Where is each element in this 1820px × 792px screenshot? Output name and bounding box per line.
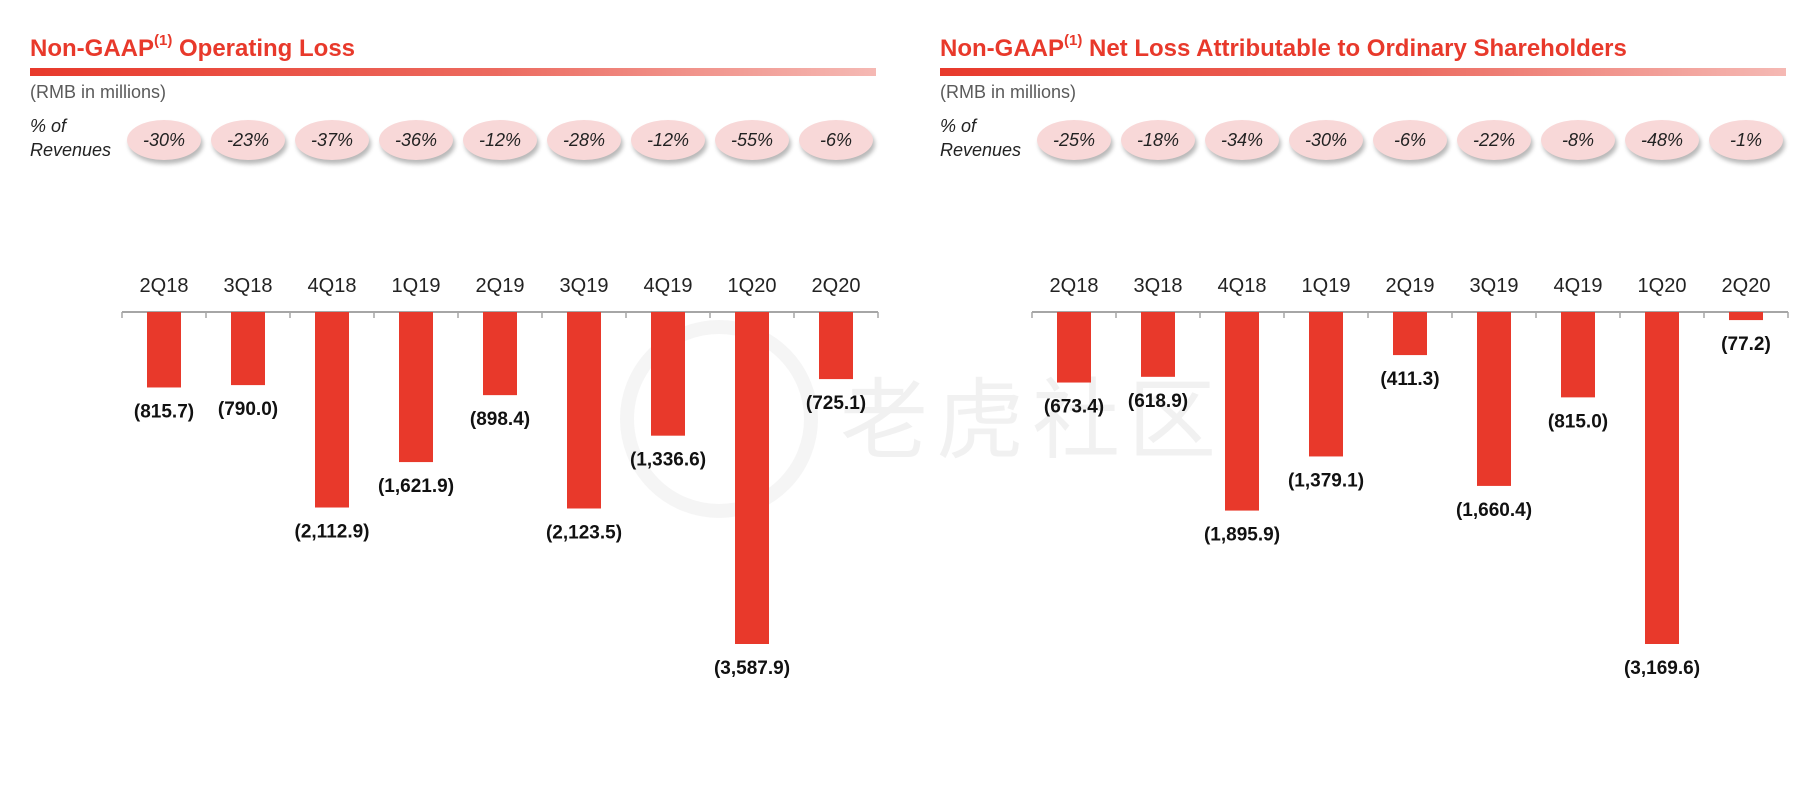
- bar: [1225, 312, 1259, 511]
- category-label: 2Q19: [1386, 275, 1435, 297]
- bar: [147, 312, 181, 388]
- value-label: (2,123.5): [546, 522, 622, 543]
- pct-of-revenue-pill: -48%: [1625, 120, 1699, 160]
- category-label: 3Q18: [224, 275, 273, 297]
- pct-of-revenue-pill: -23%: [211, 120, 285, 160]
- category-label: 1Q19: [1302, 275, 1351, 297]
- bar: [567, 312, 601, 509]
- pct-of-revenue-pill: -6%: [799, 120, 873, 160]
- category-label: 3Q19: [1470, 275, 1519, 297]
- category-label: 4Q18: [308, 275, 357, 297]
- value-label: (2,112.9): [295, 522, 370, 543]
- bar: [315, 312, 349, 508]
- pct-of-revenue-pill: -37%: [295, 120, 369, 160]
- chart-title: Non-GAAP(1) Net Loss Attributable to Ord…: [940, 32, 1627, 62]
- category-label: 2Q20: [812, 275, 861, 297]
- value-label: (618.9): [1128, 391, 1188, 412]
- value-label: (77.2): [1721, 334, 1771, 355]
- category-label: 1Q19: [392, 275, 441, 297]
- value-label: (3,587.9): [714, 658, 790, 679]
- value-label: (898.4): [470, 409, 530, 430]
- pct-of-revenue-pill: -12%: [463, 120, 537, 160]
- bar: [399, 312, 433, 463]
- pct-of-revenue-pill: -25%: [1037, 120, 1111, 160]
- category-label: 4Q19: [644, 275, 693, 297]
- value-label: (815.7): [134, 401, 194, 422]
- category-label: 3Q19: [560, 275, 609, 297]
- value-label: (673.4): [1044, 397, 1104, 418]
- bar: [1729, 312, 1763, 321]
- operating-loss-panel: Non-GAAP(1) Operating Loss (RMB in milli…: [0, 32, 910, 679]
- value-label: (1,660.4): [1456, 500, 1532, 521]
- pct-of-revenue-pill: -30%: [127, 120, 201, 160]
- value-label: (1,621.9): [378, 476, 454, 497]
- bar: [1477, 312, 1511, 486]
- category-label: 3Q18: [1134, 275, 1183, 297]
- operating-loss-bar-chart: 2Q18 (815.7) 3Q18 (790.0) 4Q18 (2,112.9) 1Q19 (…: [121, 275, 879, 679]
- pct-of-revenue-pill: -1%: [1709, 120, 1783, 160]
- category-label: 2Q19: [476, 275, 525, 297]
- category-label: 4Q18: [1218, 275, 1267, 297]
- title-underline: [940, 68, 1786, 76]
- value-label: (725.1): [806, 393, 866, 414]
- value-label: (1,895.9): [1204, 525, 1280, 546]
- bar: [231, 312, 265, 386]
- bar: [819, 312, 853, 380]
- category-label: 2Q18: [140, 275, 189, 297]
- value-label: (815.0): [1548, 411, 1608, 432]
- net-loss-panel: Non-GAAP(1) Net Loss Attributable to Ord…: [910, 0, 1820, 792]
- pct-of-revenue-pill: -28%: [547, 120, 621, 160]
- category-label: 2Q20: [1722, 275, 1771, 297]
- pct-of-revenues-label: % of Revenues: [940, 116, 1022, 160]
- pct-of-revenue-pill: -30%: [1289, 120, 1363, 160]
- value-label: (1,379.1): [1288, 470, 1364, 491]
- units-subtitle: (RMB in millions): [940, 82, 1077, 102]
- title-underline: [30, 68, 876, 76]
- pct-of-revenue-pill: -6%: [1373, 120, 1447, 160]
- pct-of-revenue-pill: -22%: [1457, 120, 1531, 160]
- pct-of-revenue-pill: -12%: [631, 120, 705, 160]
- pct-pill-row: -30% -23% -37% -36% -12% -28% -12% -55% -6%: [0, 120, 910, 160]
- net-loss-bar-chart: 2Q18 (673.4) 3Q18 (618.9) 4Q18 (1,895.9) 1Q19 (…: [1031, 275, 1789, 679]
- value-label: (3,169.6): [1624, 658, 1700, 679]
- units-subtitle: (RMB in millions): [30, 82, 167, 102]
- value-label: (1,336.6): [630, 450, 706, 471]
- pct-of-revenue-pill: -34%: [1205, 120, 1279, 160]
- category-label: 2Q18: [1050, 275, 1099, 297]
- bar: [735, 312, 769, 644]
- value-label: (790.0): [218, 399, 278, 420]
- bar: [1141, 312, 1175, 377]
- pct-of-revenues-label: % of Revenues: [30, 116, 112, 160]
- pct-of-revenue-pill: -8%: [1541, 120, 1615, 160]
- pct-of-revenue-pill: -55%: [715, 120, 789, 160]
- bar: [1645, 312, 1679, 644]
- bar: [1057, 312, 1091, 383]
- bar: [483, 312, 517, 396]
- value-label: (411.3): [1380, 369, 1439, 390]
- bar: [1561, 312, 1595, 398]
- bar: [651, 312, 685, 436]
- category-label: 1Q20: [728, 275, 777, 297]
- bar: [1309, 312, 1343, 457]
- watermark-text: 老虎社区: [840, 369, 1225, 472]
- pct-pill-row: -25% -18% -34% -30% -6% -22% -8% -48% -1%: [910, 120, 1820, 160]
- pct-of-revenue-pill: -36%: [379, 120, 453, 160]
- chart-title: Non-GAAP(1) Operating Loss: [30, 32, 356, 62]
- category-label: 1Q20: [1638, 275, 1687, 297]
- pct-of-revenue-pill: -18%: [1121, 120, 1195, 160]
- category-label: 4Q19: [1554, 275, 1603, 297]
- bar: [1393, 312, 1427, 356]
